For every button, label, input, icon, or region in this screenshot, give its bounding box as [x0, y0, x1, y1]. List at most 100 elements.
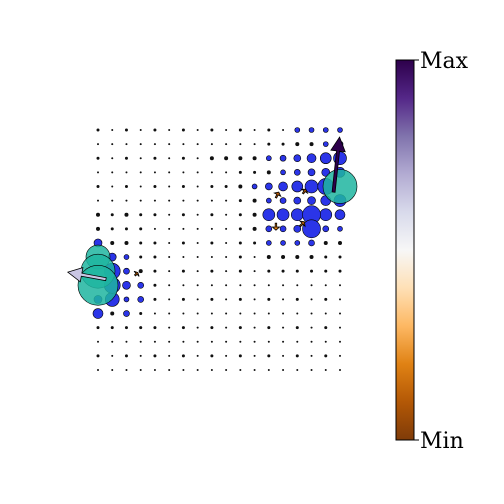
dot: [339, 340, 341, 343]
dot: [181, 354, 185, 358]
dot: [281, 142, 285, 146]
dot: [238, 241, 242, 245]
dot: [196, 298, 199, 301]
dot: [253, 298, 256, 301]
dot: [253, 284, 256, 287]
dot: [290, 208, 304, 222]
dot: [96, 156, 100, 160]
dot: [239, 369, 242, 371]
dot: [296, 312, 299, 315]
dot: [153, 354, 157, 358]
dot: [111, 340, 114, 343]
dot: [253, 143, 256, 146]
dot: [319, 152, 332, 165]
arrow: [300, 188, 309, 195]
dot: [339, 298, 341, 301]
dot: [266, 155, 272, 162]
dot: [111, 143, 114, 146]
dot: [196, 157, 199, 160]
dot: [267, 354, 271, 358]
dot: [209, 156, 214, 161]
dot: [153, 369, 156, 371]
dot: [111, 185, 114, 188]
dot: [225, 312, 228, 315]
dot: [111, 129, 114, 131]
dot: [238, 269, 242, 273]
dot: [293, 169, 301, 176]
dot: [196, 312, 199, 315]
dot: [225, 340, 228, 343]
dot: [153, 171, 156, 174]
dot: [252, 198, 257, 203]
dot: [123, 310, 130, 317]
dot: [181, 269, 185, 273]
dot: [296, 284, 299, 287]
dot: [278, 181, 288, 192]
dot: [210, 241, 214, 245]
dot: [225, 270, 228, 273]
dot: [96, 354, 100, 358]
dot: [238, 297, 242, 301]
dot: [210, 326, 214, 330]
dot: [225, 213, 228, 216]
dot: [295, 269, 299, 273]
dot: [310, 354, 313, 357]
dot: [239, 143, 242, 146]
dot: [110, 326, 114, 330]
dot: [291, 180, 304, 193]
dot: [322, 127, 329, 133]
dot: [310, 284, 313, 287]
dot: [92, 308, 104, 319]
dot: [210, 354, 214, 358]
arrow: [66, 267, 107, 283]
dot: [123, 296, 130, 303]
dot: [239, 340, 242, 343]
dot: [324, 312, 327, 315]
dot: [225, 143, 228, 146]
dot: [196, 284, 199, 287]
dot: [153, 213, 157, 217]
dot: [267, 142, 271, 146]
dot: [153, 241, 157, 245]
dot: [168, 227, 171, 230]
dot: [97, 340, 99, 343]
dot: [308, 127, 315, 133]
arrow: [133, 270, 140, 277]
dot: [139, 185, 142, 188]
dot: [339, 284, 341, 287]
dot: [276, 208, 290, 222]
dot: [196, 199, 199, 202]
dot: [267, 269, 271, 273]
dot: [324, 255, 328, 259]
dot: [181, 156, 185, 160]
dot: [125, 369, 128, 371]
dot: [139, 199, 142, 202]
dot: [196, 241, 199, 244]
dot: [168, 354, 171, 357]
dot: [338, 269, 342, 273]
dot: [322, 225, 330, 233]
dot: [123, 254, 130, 260]
dot: [182, 171, 185, 174]
dot: [96, 326, 100, 330]
dot: [196, 227, 199, 230]
dot: [225, 284, 228, 287]
dot: [280, 240, 286, 246]
dot: [168, 284, 171, 287]
dot: [96, 226, 100, 231]
dot: [267, 369, 270, 371]
dot: [239, 312, 242, 315]
dot: [77, 264, 119, 306]
dot: [196, 256, 199, 259]
dot: [168, 199, 171, 202]
dot: [168, 340, 171, 343]
dot: [324, 284, 327, 287]
dot: [224, 184, 228, 188]
dot: [125, 340, 128, 343]
dot: [124, 326, 128, 330]
dot: [238, 199, 242, 203]
dot: [139, 369, 142, 371]
dot: [306, 153, 317, 164]
dot: [125, 199, 128, 202]
dot: [253, 326, 256, 329]
